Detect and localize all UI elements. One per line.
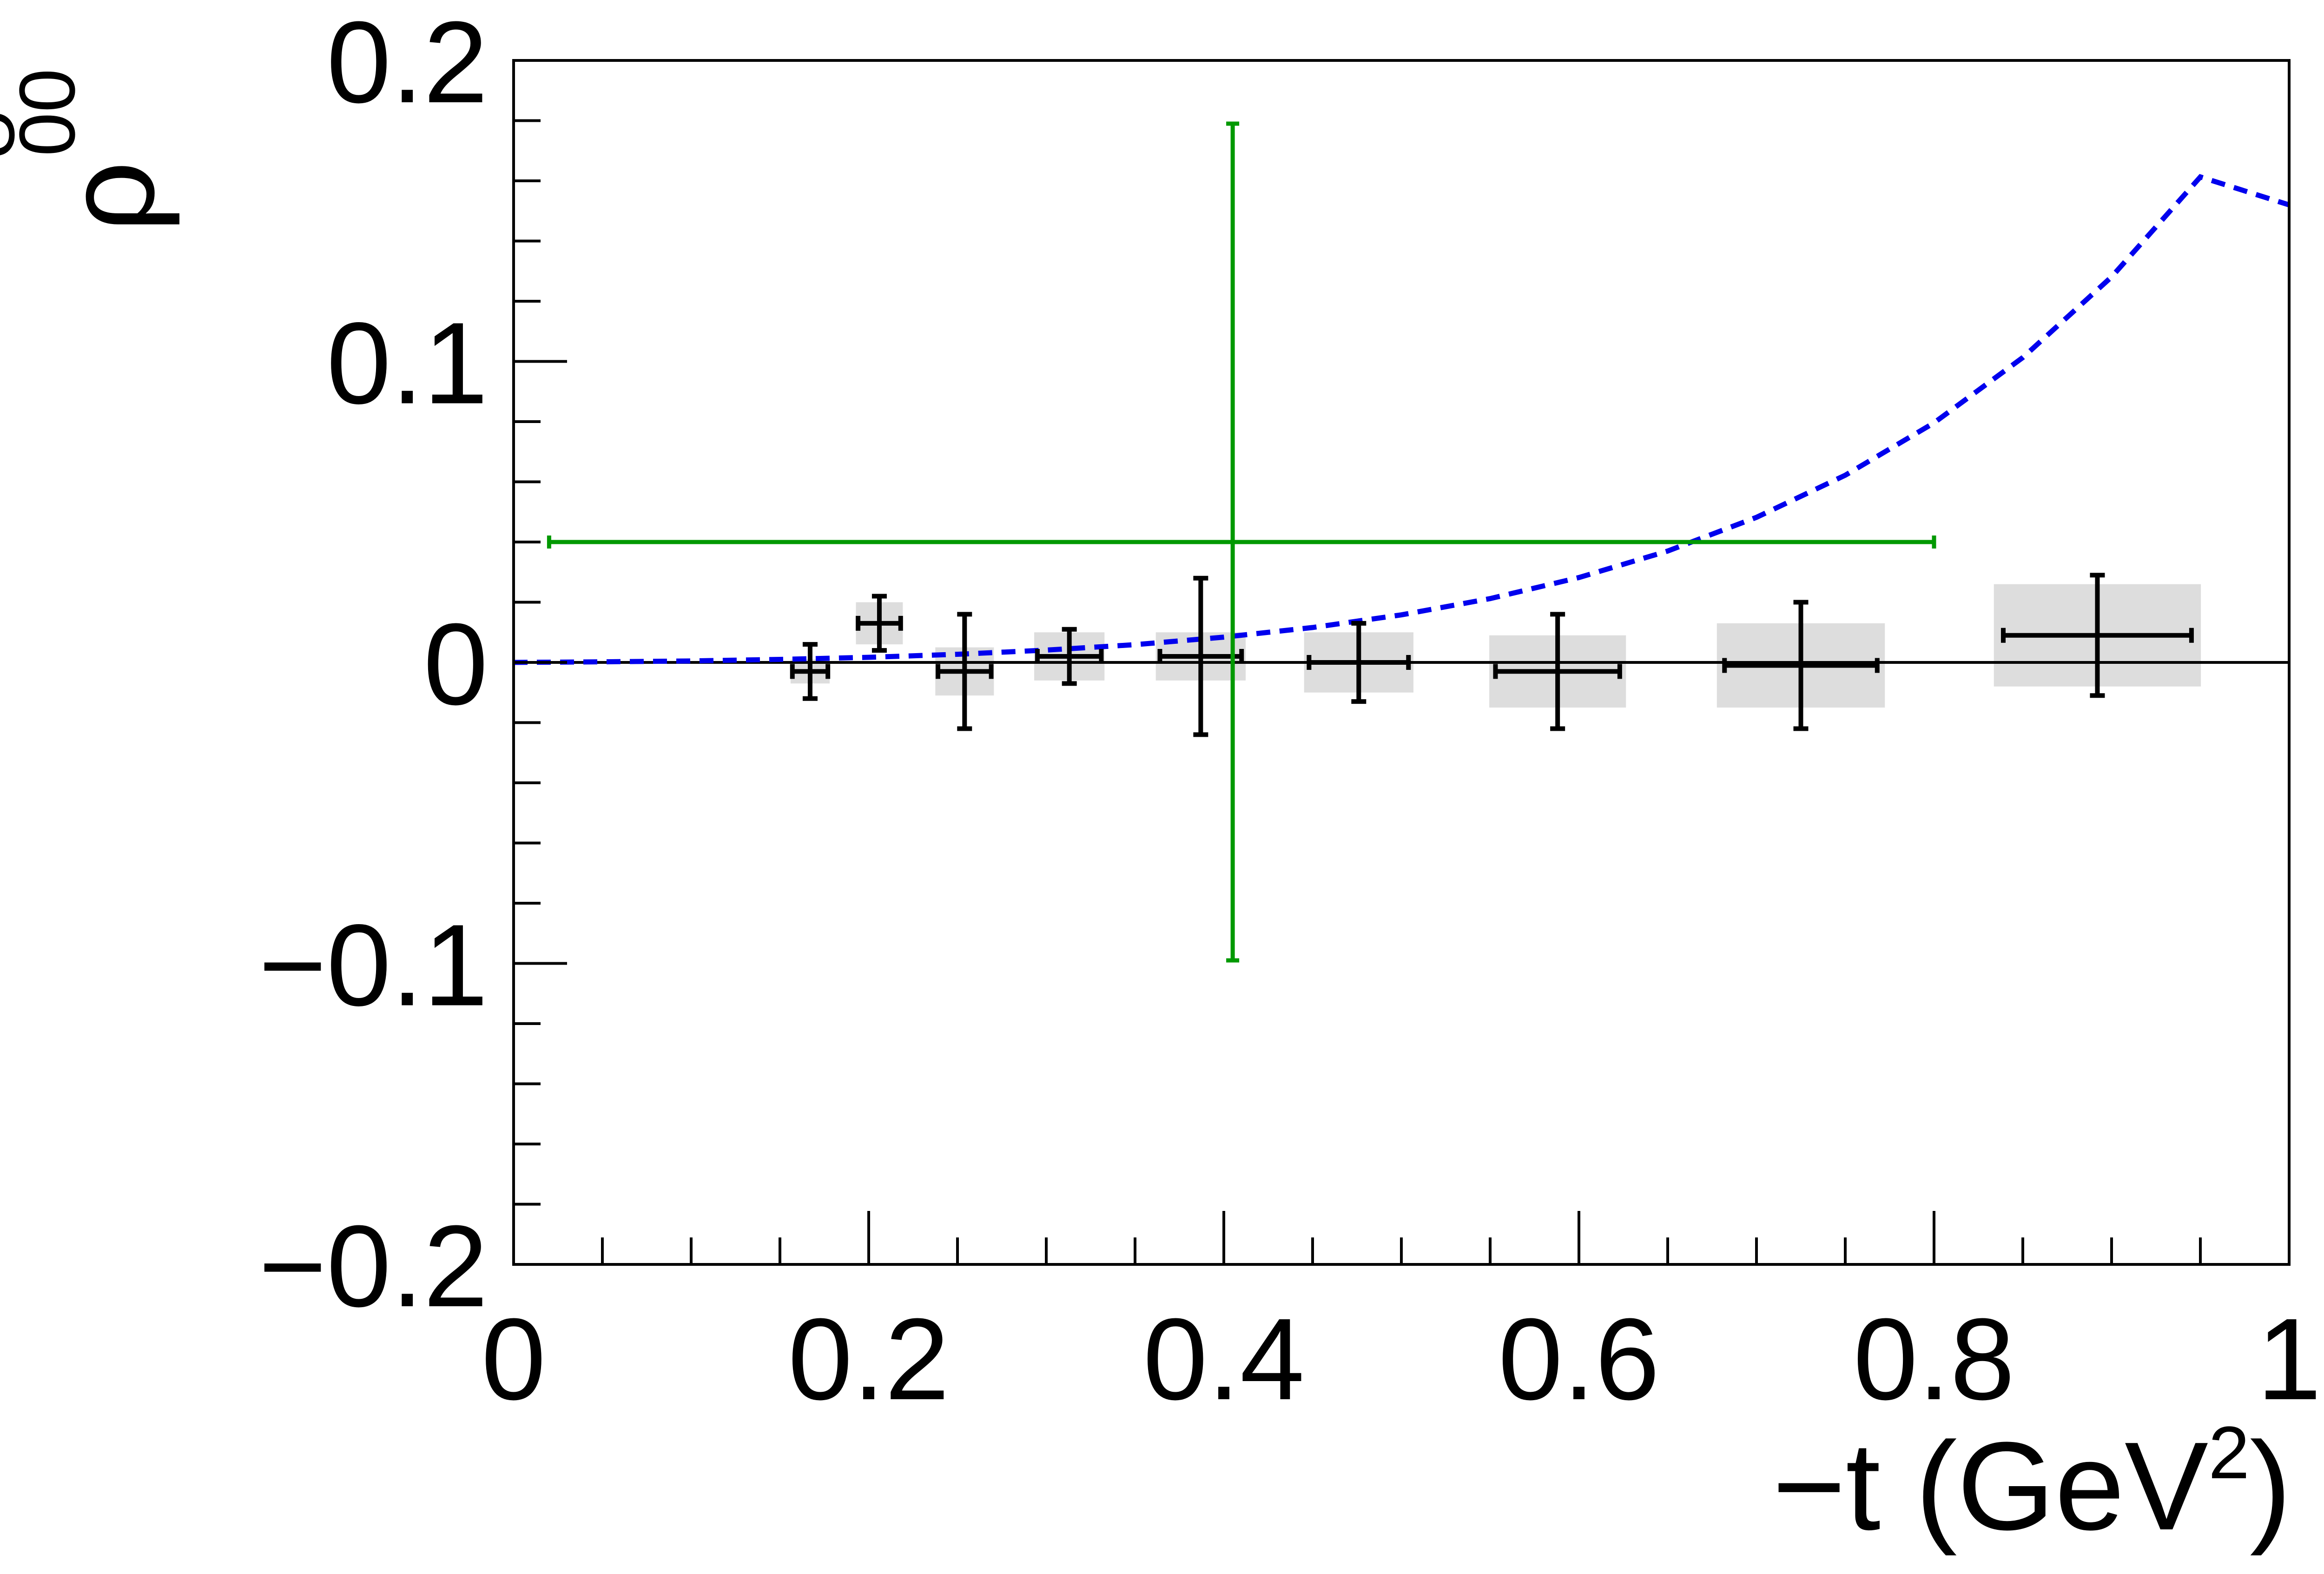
y-axis-title: ρ00U [0, 68, 181, 232]
x-tick-label: 1 [2257, 1294, 2321, 1424]
data-point [1493, 612, 1622, 731]
data-point [935, 612, 994, 731]
model-curve-layer [513, 174, 2290, 665]
y-tick-label: −0.1 [258, 900, 488, 1030]
data-point [2000, 573, 2194, 698]
y-tick-label: 0.1 [326, 298, 488, 428]
x-tick-label: 0.4 [1143, 1294, 1305, 1424]
y-axis-title-main: ρ [40, 161, 181, 232]
x-tick-label: 0 [481, 1294, 546, 1424]
y-tick-label: 0.2 [326, 0, 488, 127]
data-point [1035, 627, 1104, 686]
data-point [1307, 621, 1411, 704]
data-points [790, 573, 2194, 737]
axis-ticks [512, 59, 2291, 1266]
x-tick-label: 0.8 [1853, 1294, 2015, 1424]
green-data-point [547, 121, 1936, 963]
x-axis-title-main: −t (GeV [1772, 1416, 2209, 1557]
y-tick-label: −0.2 [258, 1201, 488, 1331]
y-axis-title-sub: 00 [3, 68, 92, 156]
model-curve [513, 174, 2290, 665]
x-axis-title: −t (GeV2) [1772, 1411, 2291, 1557]
x-axis-title-sup: 2 [2208, 1411, 2250, 1494]
data-point [856, 594, 903, 653]
x-tick-label: 0.6 [1498, 1294, 1660, 1424]
data-point [1157, 575, 1244, 737]
y-axis-title-sup: U [0, 108, 30, 162]
x-tick-label: 0.2 [788, 1294, 950, 1424]
data-point [1722, 600, 1880, 731]
y-tick-label: 0 [423, 599, 488, 729]
green-point-layer [547, 121, 1936, 963]
data-point [790, 642, 831, 701]
x-axis-title-close: ) [2250, 1416, 2291, 1557]
tick-labels: 0 0.2 0.4 0.6 0.8 1 −0.2 −0.1 0 0.1 0.2 [258, 0, 2321, 1424]
